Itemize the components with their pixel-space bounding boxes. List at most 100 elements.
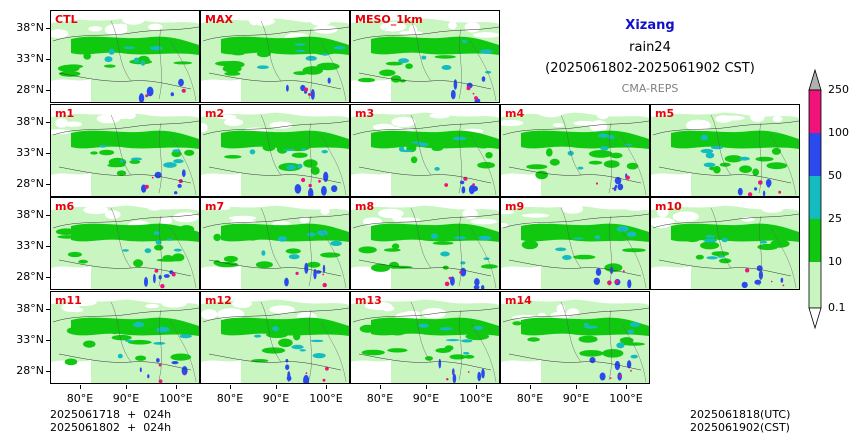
panel-label: m13 — [355, 294, 382, 307]
panel-label: MESO_1km — [355, 13, 423, 26]
lat-tick-label: 28°N — [16, 270, 44, 283]
lon-tick — [530, 385, 531, 389]
lon-tick-label: 100°E — [309, 392, 343, 405]
map-panel-max: MAX — [200, 10, 350, 103]
lat-tick — [46, 246, 50, 247]
lon-tick — [230, 385, 231, 389]
lat-tick — [46, 90, 50, 91]
colorbar-label-25: 25 — [828, 212, 842, 225]
lat-tick — [46, 122, 50, 123]
lat-tick-label: 38°N — [16, 302, 44, 315]
lon-tick-label: 80°E — [216, 392, 244, 405]
lon-tick — [80, 385, 81, 389]
panel-label: m8 — [355, 200, 375, 213]
lat-tick-label: 28°N — [16, 177, 44, 190]
footer-valid: 2025061818(UTC) 2025061902(CST) — [690, 408, 790, 434]
map-panel-m1: m1 — [50, 104, 200, 197]
colorbar-under-triangle — [808, 307, 822, 330]
variable-title: rain24 — [629, 40, 671, 55]
panel-label: CTL — [55, 13, 78, 26]
lon-tick-label: 80°E — [66, 392, 94, 405]
panel-label: m3 — [355, 107, 375, 120]
panel-label: m5 — [655, 107, 675, 120]
lat-tick-label: 28°N — [16, 364, 44, 377]
map-panel-m9: m9 — [500, 197, 650, 290]
lon-tick — [380, 385, 381, 389]
panel-label: m10 — [655, 200, 682, 213]
map-panel-meso-1km: MESO_1km — [350, 10, 500, 103]
lon-tick — [326, 385, 327, 389]
map-panel-m10: m10 — [650, 197, 800, 290]
lon-tick-label: 80°E — [366, 392, 394, 405]
lon-tick — [426, 385, 427, 389]
region-title: Xizang — [625, 18, 675, 33]
colorbar-label-100: 100 — [828, 126, 849, 139]
map-panel-m5: m5 — [650, 104, 800, 197]
colorbar-label-250: 250 — [828, 83, 849, 96]
lat-tick — [46, 28, 50, 29]
colorbar-label-50: 50 — [828, 169, 842, 182]
lon-tick — [126, 385, 127, 389]
panel-label: MAX — [205, 13, 233, 26]
source-title: CMA-REPS — [621, 82, 679, 95]
lat-tick — [46, 59, 50, 60]
lon-tick-label: 90°E — [562, 392, 590, 405]
footer-valid-utc: 2025061818(UTC) — [690, 408, 791, 421]
panel-label: m1 — [55, 107, 75, 120]
lat-tick-label: 33°N — [16, 333, 44, 346]
map-panel-m11: m11 — [50, 291, 200, 384]
lon-tick-label: 100°E — [459, 392, 493, 405]
panel-label: m4 — [505, 107, 525, 120]
colorbar-graphic — [808, 68, 822, 330]
colorbar-bin-250 — [809, 90, 821, 133]
map-panel-m7: m7 — [200, 197, 350, 290]
panel-label: m7 — [205, 200, 225, 213]
lat-tick — [46, 309, 50, 310]
lat-tick — [46, 371, 50, 372]
map-panel-ctl: CTL — [50, 10, 200, 103]
map-panel-m6: m6 — [50, 197, 200, 290]
footer-init: 2025061718 + 024h 2025061802 + 024h — [50, 408, 171, 434]
map-panel-m14: m14 — [500, 291, 650, 384]
lon-tick — [276, 385, 277, 389]
footer-valid-cst: 2025061902(CST) — [690, 421, 790, 434]
map-panel-m3: m3 — [350, 104, 500, 197]
lon-tick — [626, 385, 627, 389]
lat-tick-label: 33°N — [16, 239, 44, 252]
colorbar-label-0.1: 0.1 — [828, 301, 846, 314]
lat-tick — [46, 277, 50, 278]
colorbar — [808, 68, 822, 330]
panel-label: m6 — [55, 200, 75, 213]
lon-tick — [576, 385, 577, 389]
colorbar-label-10: 10 — [828, 255, 842, 268]
panel-label: m2 — [205, 107, 225, 120]
lat-tick-label: 38°N — [16, 21, 44, 34]
map-panel-m4: m4 — [500, 104, 650, 197]
lat-tick-label: 33°N — [16, 52, 44, 65]
lon-tick-label: 90°E — [262, 392, 290, 405]
map-panel-m12: m12 — [200, 291, 350, 384]
footer-init-utc: 2025061718 + 024h — [50, 408, 172, 421]
lat-tick-label: 38°N — [16, 208, 44, 221]
colorbar-bin-100 — [809, 133, 821, 176]
colorbar-bin-25 — [809, 219, 821, 262]
lon-tick-label: 100°E — [609, 392, 643, 405]
lon-tick-label: 90°E — [412, 392, 440, 405]
map-panel-m13: m13 — [350, 291, 500, 384]
panel-label: m14 — [505, 294, 532, 307]
panel-label: m11 — [55, 294, 82, 307]
lat-tick-label: 33°N — [16, 146, 44, 159]
lat-tick — [46, 215, 50, 216]
footer-init-cst: 2025061802 + 024h — [50, 421, 172, 434]
colorbar-bin-50 — [809, 176, 821, 219]
map-panel-m2: m2 — [200, 104, 350, 197]
lat-tick — [46, 184, 50, 185]
colorbar-over-triangle — [808, 68, 822, 91]
panel-label: m9 — [505, 200, 525, 213]
panel-label: m12 — [205, 294, 232, 307]
lon-tick — [476, 385, 477, 389]
lat-tick — [46, 153, 50, 154]
lon-tick — [176, 385, 177, 389]
lon-tick-label: 100°E — [159, 392, 193, 405]
period-title: (2025061802-2025061902 CST) — [545, 61, 755, 76]
